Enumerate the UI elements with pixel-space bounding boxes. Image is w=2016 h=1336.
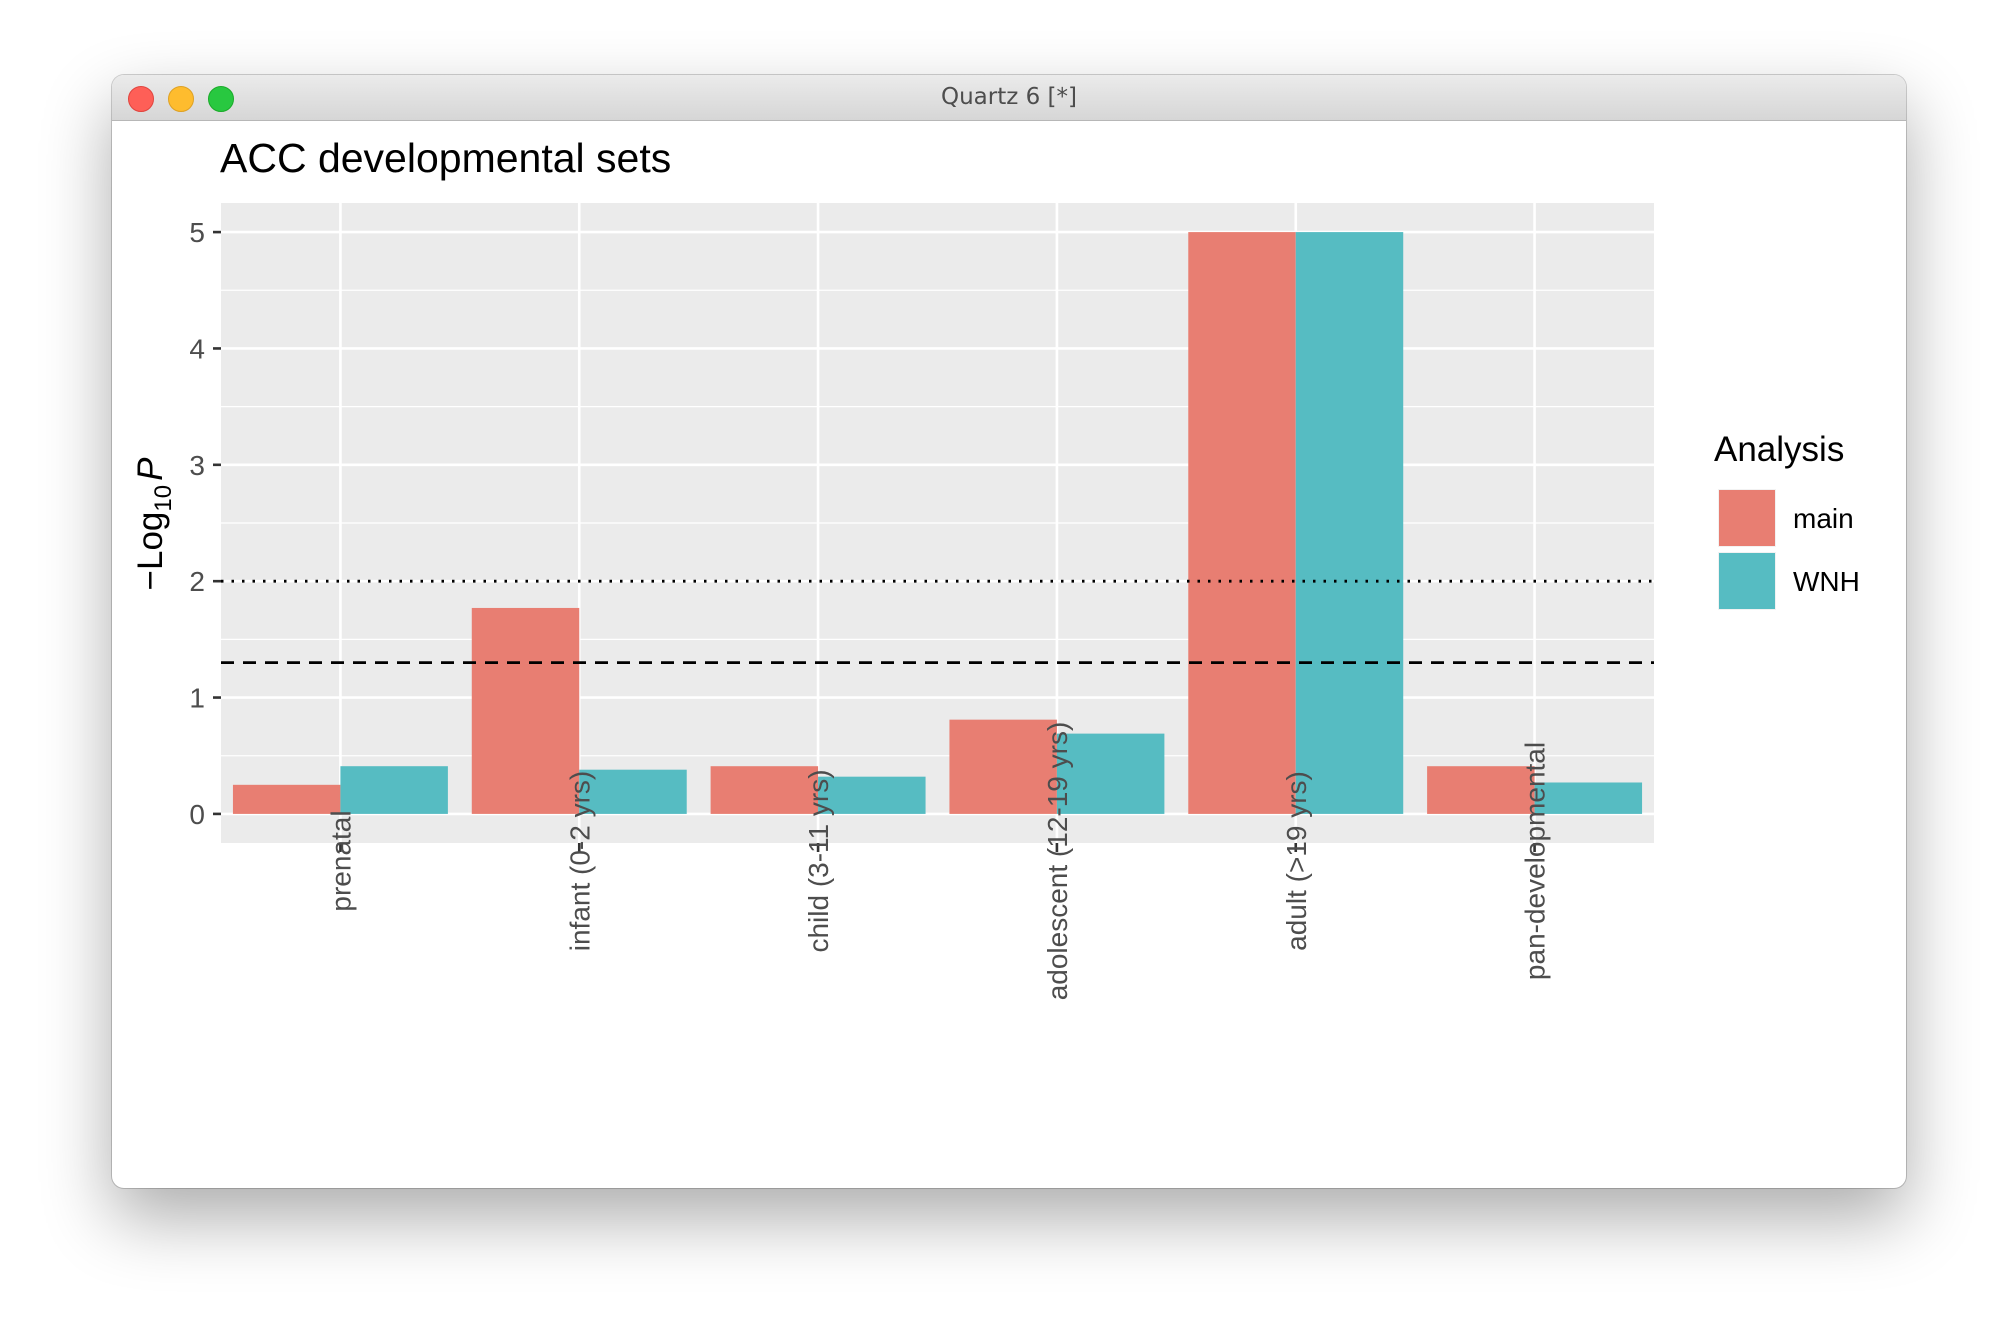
legend-swatch-main [1719, 490, 1775, 546]
bar-main-5 [1427, 766, 1535, 814]
legend-swatch-wnh [1719, 553, 1775, 609]
bars [232, 232, 1643, 814]
y-tick-label: 1 [189, 683, 205, 714]
y-axis: 0 1 2 3 4 5 [189, 217, 221, 830]
legend: Analysis main WNH [1714, 430, 1860, 610]
bar-main-4 [1188, 232, 1296, 814]
y-tick-label: 2 [189, 566, 205, 597]
bar-main-3 [949, 719, 1057, 814]
bar-chart: ACC developmental sets 0 1 2 3 4 5 prenatal in… [131, 135, 1860, 1001]
y-axis-title: −Log10 P [131, 457, 177, 591]
legend-label-main: main [1793, 503, 1854, 534]
bar-wnh-0 [340, 766, 448, 814]
legend-label-wnh: WNH [1793, 566, 1860, 597]
bar-wnh-4 [1295, 232, 1404, 814]
x-tick-label: adult (>19 yrs) [1281, 771, 1312, 951]
bar-wnh-5 [1534, 782, 1643, 814]
x-tick-label: child (3-11 yrs) [803, 769, 834, 952]
bar-main-0 [232, 784, 341, 814]
quartz-window: Quartz 6 [*] ACC developmental sets 0 1 2 3… [112, 75, 1906, 1188]
legend-title: Analysis [1714, 430, 1844, 469]
chart-title: ACC developmental sets [220, 135, 671, 181]
y-axis-title-variable: P [131, 457, 170, 481]
y-tick-label: 5 [189, 217, 205, 248]
bar-main-2 [710, 766, 819, 814]
window-title: Quartz 6 [*] [940, 84, 1078, 110]
x-tick-label: prenatal [325, 810, 356, 911]
x-axis: prenatal infant (0-2 yrs) child (3-11 yrs)… [325, 722, 1550, 1001]
y-tick-label: 0 [189, 799, 205, 830]
y-axis-title-prefix: −Log [131, 512, 170, 591]
minimize-window-button[interactable] [168, 86, 194, 112]
y-tick-label: 3 [189, 450, 205, 481]
reference-lines [221, 579, 1654, 665]
bar-wnh-2 [818, 776, 926, 814]
x-tick-label: adolescent (12-19 yrs) [1042, 722, 1073, 1001]
x-tick-label: infant (0-2 yrs) [564, 771, 595, 952]
bar-main-1 [471, 607, 580, 814]
bar-wnh-3 [1056, 733, 1165, 814]
x-tick-label: pan-developmental [1520, 742, 1551, 980]
y-tick-label: 4 [189, 333, 205, 364]
bar-wnh-1 [579, 769, 687, 814]
zoom-window-button[interactable] [208, 86, 234, 112]
title-bar[interactable]: Quartz 6 [*] [112, 75, 1906, 121]
y-axis-title-subscript: 10 [150, 485, 177, 512]
close-window-button[interactable] [128, 86, 154, 112]
